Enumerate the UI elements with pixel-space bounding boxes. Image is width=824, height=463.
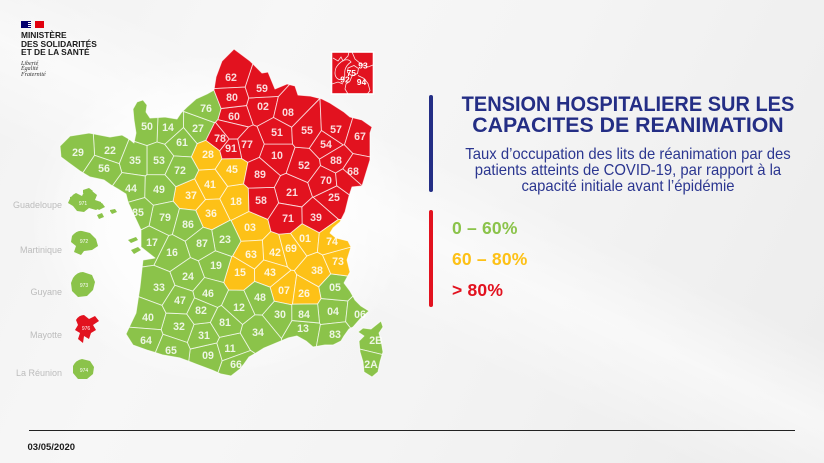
svg-text:26: 26 bbox=[298, 288, 310, 300]
svg-text:47: 47 bbox=[174, 295, 186, 307]
svg-text:24: 24 bbox=[182, 271, 194, 283]
svg-text:16: 16 bbox=[166, 247, 178, 259]
svg-text:77: 77 bbox=[241, 139, 253, 151]
svg-text:22: 22 bbox=[104, 145, 116, 157]
svg-text:25: 25 bbox=[328, 192, 340, 204]
svg-text:973: 973 bbox=[80, 283, 89, 289]
svg-text:92: 92 bbox=[340, 75, 350, 85]
svg-text:03: 03 bbox=[244, 222, 256, 234]
svg-text:10: 10 bbox=[271, 150, 283, 162]
svg-text:46: 46 bbox=[202, 288, 214, 300]
svg-text:87: 87 bbox=[196, 238, 208, 250]
svg-text:08: 08 bbox=[282, 107, 294, 119]
svg-text:2A: 2A bbox=[364, 359, 378, 371]
svg-text:11: 11 bbox=[224, 343, 235, 355]
svg-text:05: 05 bbox=[329, 282, 341, 294]
svg-text:972: 972 bbox=[80, 239, 89, 245]
svg-text:18: 18 bbox=[230, 196, 242, 208]
svg-text:81: 81 bbox=[219, 317, 231, 329]
svg-text:12: 12 bbox=[233, 302, 245, 314]
svg-text:06: 06 bbox=[354, 309, 366, 321]
svg-text:23: 23 bbox=[219, 234, 231, 246]
svg-text:04: 04 bbox=[327, 306, 339, 318]
svg-text:75: 75 bbox=[347, 68, 357, 78]
svg-text:53: 53 bbox=[153, 155, 165, 167]
svg-text:34: 34 bbox=[252, 327, 264, 339]
svg-text:59: 59 bbox=[256, 83, 268, 95]
svg-text:2B: 2B bbox=[369, 335, 383, 347]
svg-text:27: 27 bbox=[192, 123, 204, 135]
svg-text:01: 01 bbox=[299, 233, 311, 245]
svg-text:76: 76 bbox=[200, 103, 212, 115]
svg-text:74: 74 bbox=[326, 236, 338, 248]
svg-text:69: 69 bbox=[285, 243, 297, 255]
svg-text:07: 07 bbox=[278, 285, 290, 297]
svg-text:78: 78 bbox=[214, 133, 226, 145]
svg-text:66: 66 bbox=[230, 359, 242, 371]
svg-text:55: 55 bbox=[301, 125, 313, 137]
svg-text:62: 62 bbox=[225, 72, 237, 84]
svg-text:49: 49 bbox=[153, 184, 165, 196]
svg-text:29: 29 bbox=[72, 147, 84, 159]
svg-text:02: 02 bbox=[257, 101, 269, 113]
svg-text:15: 15 bbox=[234, 267, 246, 279]
svg-text:57: 57 bbox=[330, 124, 342, 136]
svg-text:89: 89 bbox=[254, 169, 266, 181]
svg-text:80: 80 bbox=[226, 92, 238, 104]
svg-text:56: 56 bbox=[98, 163, 110, 175]
svg-text:30: 30 bbox=[274, 309, 286, 321]
svg-text:14: 14 bbox=[162, 122, 174, 134]
svg-text:51: 51 bbox=[271, 127, 283, 139]
svg-text:41: 41 bbox=[204, 179, 216, 191]
svg-text:42: 42 bbox=[269, 247, 281, 259]
svg-text:61: 61 bbox=[176, 137, 188, 149]
svg-text:28: 28 bbox=[202, 149, 214, 161]
svg-text:79: 79 bbox=[159, 212, 171, 224]
svg-text:65: 65 bbox=[165, 345, 177, 357]
svg-text:52: 52 bbox=[298, 160, 310, 172]
svg-text:54: 54 bbox=[320, 139, 332, 151]
svg-text:85: 85 bbox=[132, 207, 144, 219]
svg-text:974: 974 bbox=[80, 368, 89, 374]
svg-text:71: 71 bbox=[282, 213, 294, 225]
svg-text:40: 40 bbox=[142, 312, 154, 324]
svg-text:35: 35 bbox=[129, 155, 141, 167]
svg-text:37: 37 bbox=[185, 190, 197, 202]
svg-text:44: 44 bbox=[125, 183, 137, 195]
svg-text:63: 63 bbox=[245, 249, 257, 261]
svg-text:31: 31 bbox=[198, 330, 210, 342]
svg-text:971: 971 bbox=[79, 201, 88, 207]
svg-text:43: 43 bbox=[264, 267, 276, 279]
svg-text:84: 84 bbox=[298, 309, 310, 321]
svg-text:67: 67 bbox=[354, 131, 366, 143]
svg-text:976: 976 bbox=[82, 326, 91, 332]
svg-text:36: 36 bbox=[205, 208, 217, 220]
svg-text:72: 72 bbox=[174, 165, 186, 177]
svg-text:21: 21 bbox=[286, 187, 298, 199]
svg-text:33: 33 bbox=[153, 282, 165, 294]
svg-text:94: 94 bbox=[357, 77, 367, 87]
svg-text:91: 91 bbox=[225, 143, 237, 155]
svg-text:50: 50 bbox=[141, 121, 153, 133]
svg-text:86: 86 bbox=[182, 219, 194, 231]
svg-text:82: 82 bbox=[195, 305, 207, 317]
svg-text:09: 09 bbox=[202, 350, 214, 362]
svg-text:83: 83 bbox=[329, 329, 341, 341]
svg-text:38: 38 bbox=[311, 265, 323, 277]
svg-text:58: 58 bbox=[255, 195, 267, 207]
svg-text:39: 39 bbox=[310, 212, 322, 224]
svg-text:19: 19 bbox=[210, 260, 222, 272]
svg-text:68: 68 bbox=[347, 166, 359, 178]
svg-text:73: 73 bbox=[332, 256, 344, 268]
svg-text:64: 64 bbox=[140, 335, 152, 347]
svg-text:17: 17 bbox=[146, 237, 158, 249]
svg-text:48: 48 bbox=[254, 292, 266, 304]
svg-text:93: 93 bbox=[358, 61, 368, 71]
svg-text:60: 60 bbox=[228, 111, 240, 123]
svg-text:70: 70 bbox=[320, 175, 332, 187]
svg-text:13: 13 bbox=[297, 323, 309, 335]
svg-text:32: 32 bbox=[173, 321, 185, 333]
svg-text:88: 88 bbox=[330, 155, 342, 167]
svg-text:45: 45 bbox=[226, 164, 238, 176]
